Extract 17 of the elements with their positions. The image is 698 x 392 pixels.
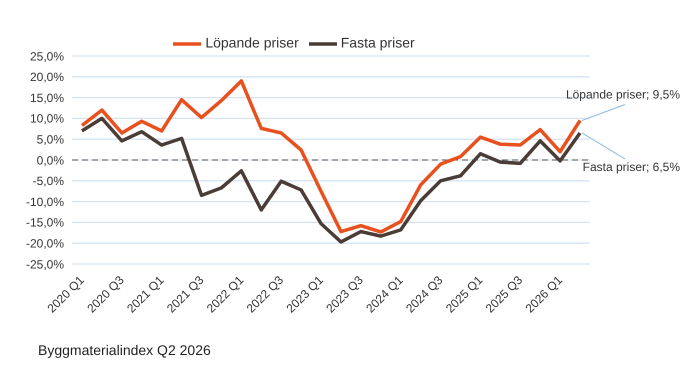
data-label: Fasta priser; 6,5% [582, 160, 680, 174]
line-series [80, 116, 582, 244]
data-label: Löpande priser; 9,5% [566, 87, 680, 102]
legend-label: Löpande priser [205, 34, 299, 51]
y-tick-label: 5,0% [36, 132, 64, 146]
y-tick-label: -10,0% [26, 194, 64, 209]
y-tick-label: 10,0% [30, 112, 64, 126]
y-tick-label: 0,0% [36, 153, 64, 168]
y-tick-label: 25,0% [30, 49, 64, 64]
y-tick-label: -5,0% [32, 174, 64, 188]
legend-label: Fasta priser [340, 34, 415, 51]
y-tick-label: 20,0% [30, 70, 64, 84]
text: Byggmaterialindex Q2 2026 [38, 342, 211, 358]
y-tick-label: -25,0% [26, 257, 64, 272]
y-tick-label: -20,0% [26, 236, 64, 250]
y-tick-label: -15,0% [26, 216, 64, 230]
y-tick-label: 15,0% [30, 90, 64, 105]
